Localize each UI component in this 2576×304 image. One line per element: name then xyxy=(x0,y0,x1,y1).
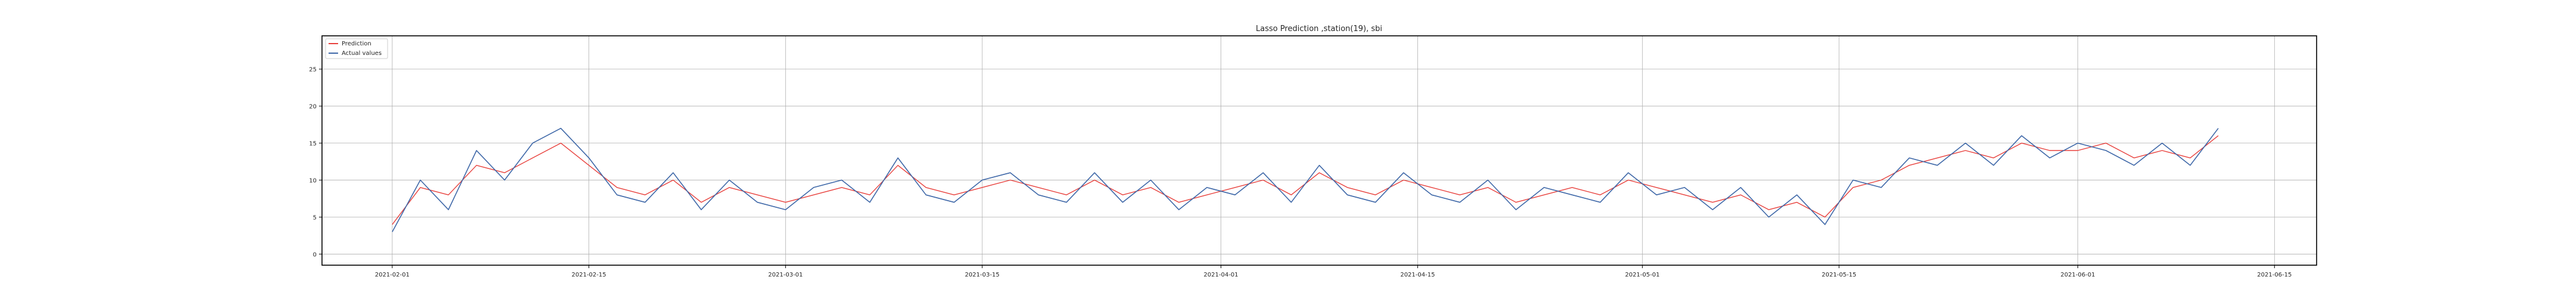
x-tick-label: 2021-06-01 xyxy=(2060,272,2095,278)
x-tick-label: 2021-04-15 xyxy=(1400,272,1435,278)
axes: 2021-02-01 2021-02-15 2021-03-01 2021-03-15… xyxy=(309,67,2292,278)
legend: Prediction Actual values xyxy=(325,38,388,59)
x-tick-label: 2021-06-15 xyxy=(2257,272,2292,278)
series-lines xyxy=(392,128,2219,232)
x-tick-label: 2021-02-01 xyxy=(375,272,410,278)
grid-lines xyxy=(322,36,2317,265)
x-tick-label: 2021-05-15 xyxy=(1822,272,1856,278)
x-tick-label: 2021-03-01 xyxy=(768,272,803,278)
legend-box xyxy=(325,38,388,59)
x-tick-label: 2021-02-15 xyxy=(572,272,606,278)
y-tick-label: 10 xyxy=(309,178,317,185)
x-tick-label: 2021-03-15 xyxy=(965,272,999,278)
x-tick-label: 2021-05-01 xyxy=(1625,272,1659,278)
legend-label-actual-values: Actual values xyxy=(342,50,382,57)
y-tick-label: 5 xyxy=(313,214,317,221)
chart-title: Lasso Prediction ,station(19), sbi xyxy=(1256,24,1382,33)
series-line-actual-values xyxy=(392,128,2219,232)
legend-label-prediction: Prediction xyxy=(342,41,371,47)
plot-frame xyxy=(321,35,2317,266)
y-tick-label: 20 xyxy=(309,104,317,110)
x-tick-label: 2021-04-01 xyxy=(1204,272,1239,278)
y-tick-label: 25 xyxy=(309,67,317,73)
y-tick-label: 15 xyxy=(309,141,317,148)
y-tick-label: 0 xyxy=(313,251,317,258)
